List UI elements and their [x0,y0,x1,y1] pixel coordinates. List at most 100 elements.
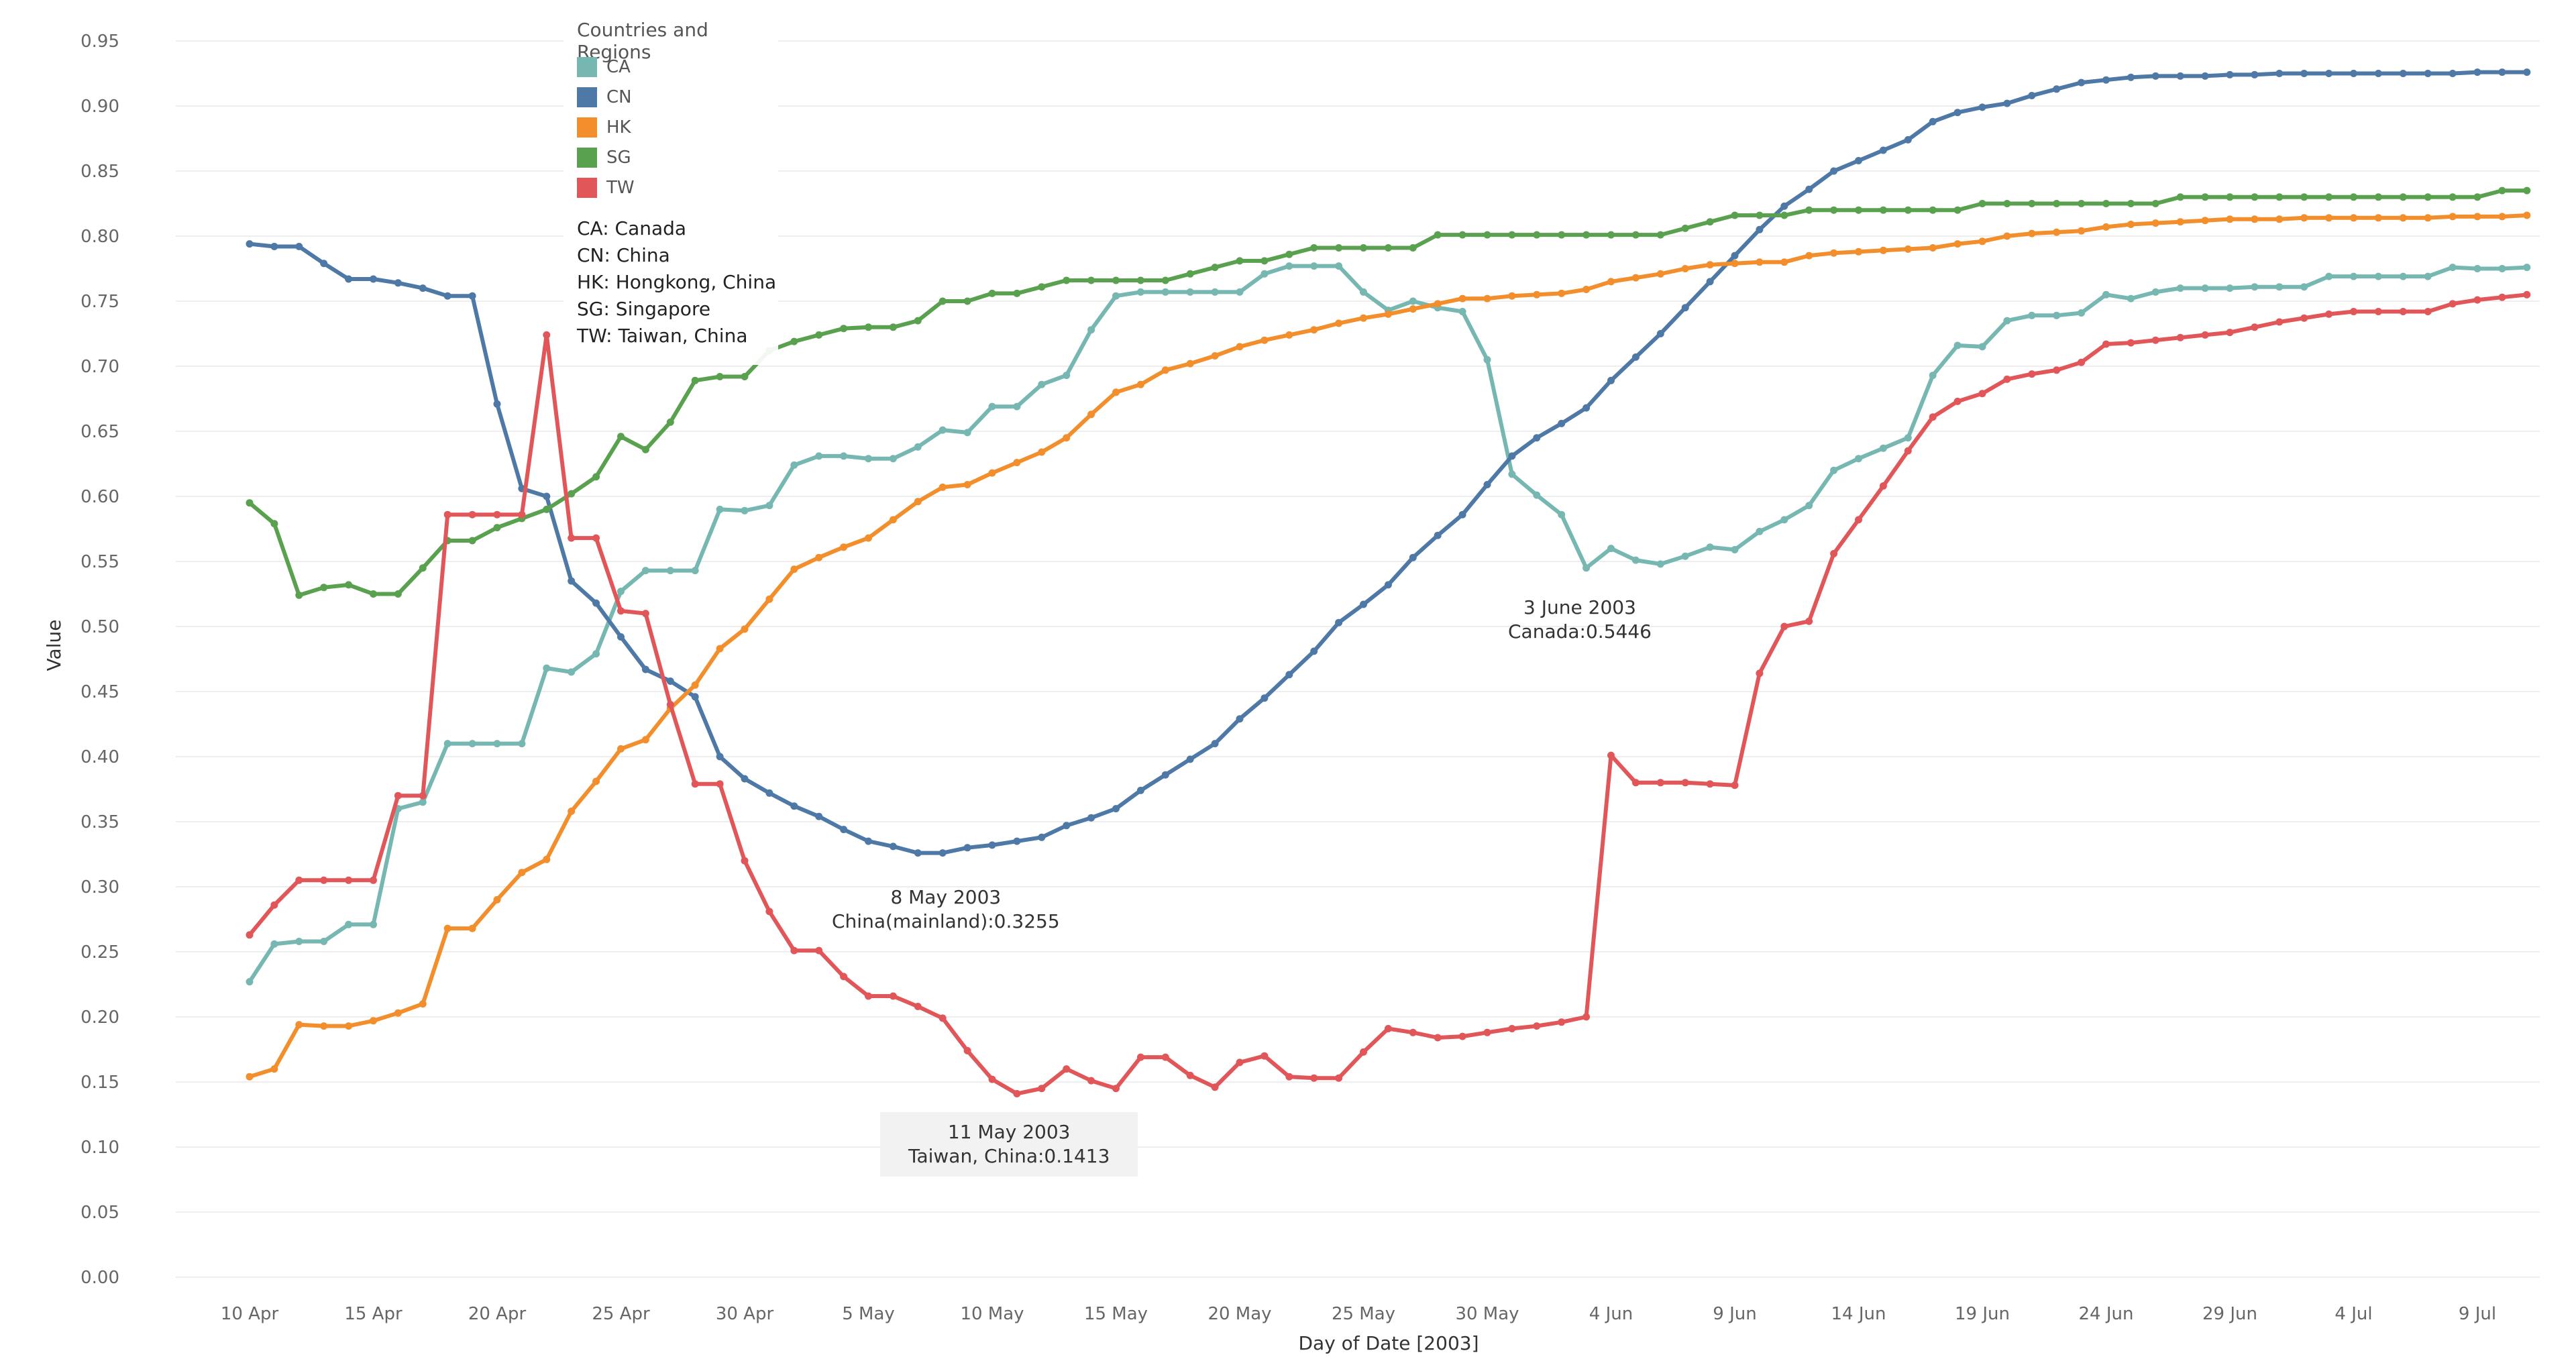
data-point-tw[interactable] [2473,296,2481,304]
data-point-tw[interactable] [493,510,501,519]
data-point-ca[interactable] [865,455,872,463]
data-point-tw[interactable] [617,607,625,615]
data-point-sg[interactable] [641,445,649,453]
data-point-sg[interactable] [840,325,848,333]
data-point-hk[interactable] [1458,294,1466,303]
data-point-ca[interactable] [1805,502,1813,510]
data-point-cn[interactable] [419,284,427,292]
data-point-cn[interactable] [865,837,872,845]
data-point-tw[interactable] [394,792,402,800]
data-point-tw[interactable] [270,901,278,909]
data-point-hk[interactable] [2102,223,2110,231]
data-point-sg[interactable] [1656,231,1664,239]
data-point-sg[interactable] [1211,264,1219,272]
data-point-cn[interactable] [1656,330,1664,337]
data-point-tw[interactable] [295,876,303,884]
data-point-sg[interactable] [295,591,303,599]
data-point-cn[interactable] [1904,135,1912,144]
data-point-tw[interactable] [468,510,476,519]
data-point-hk[interactable] [1756,258,1764,266]
data-point-hk[interactable] [1136,380,1144,388]
data-point-tw[interactable] [2176,333,2184,341]
data-point-cn[interactable] [1756,225,1764,233]
data-point-hk[interactable] [2226,215,2234,223]
data-point-cn[interactable] [2275,70,2284,77]
data-point-sg[interactable] [2498,186,2506,195]
data-point-cn[interactable] [666,677,674,685]
data-point-tw[interactable] [370,876,377,884]
data-point-tw[interactable] [2078,358,2086,366]
data-point-ca[interactable] [270,940,278,948]
data-point-tw[interactable] [345,876,353,884]
data-point-hk[interactable] [1112,388,1120,396]
data-point-ca[interactable] [1236,288,1244,296]
data-point-sg[interactable] [1434,231,1442,239]
data-point-sg[interactable] [2127,200,2135,207]
data-point-tw[interactable] [1335,1074,1343,1082]
legend-item-sg[interactable]: SG [577,146,631,170]
data-point-cn[interactable] [2028,92,2036,99]
data-point-hk[interactable] [468,924,476,932]
data-point-hk[interactable] [568,808,576,815]
data-point-tw[interactable] [1161,1053,1169,1061]
data-point-cn[interactable] [1830,167,1838,175]
data-point-tw[interactable] [1136,1053,1144,1061]
data-point-hk[interactable] [765,595,773,603]
data-point-ca[interactable] [765,502,773,510]
data-point-cn[interactable] [592,599,600,607]
data-point-sg[interactable] [568,490,576,498]
data-point-cn[interactable] [1879,146,1887,154]
data-point-sg[interactable] [1483,231,1491,239]
data-point-cn[interactable] [543,492,551,500]
data-point-sg[interactable] [2053,200,2061,207]
data-point-tw[interactable] [1929,413,1937,421]
data-point-cn[interactable] [2003,99,2011,107]
data-point-sg[interactable] [1063,276,1071,284]
data-point-ca[interactable] [1409,297,1417,305]
data-point-hk[interactable] [2053,228,2061,236]
data-point-tw[interactable] [988,1075,996,1083]
data-point-hk[interactable] [493,895,501,904]
data-point-hk[interactable] [2078,227,2086,235]
data-point-hk[interactable] [1483,294,1491,303]
data-point-cn[interactable] [1558,419,1566,427]
data-point-tw[interactable] [2374,308,2382,315]
data-point-hk[interactable] [641,736,649,744]
data-point-tw[interactable] [419,792,427,800]
data-point-ca[interactable] [815,452,823,460]
data-point-sg[interactable] [1285,250,1293,258]
data-point-ca[interactable] [691,567,699,575]
data-point-hk[interactable] [2325,214,2333,222]
data-point-tw[interactable] [1830,549,1838,557]
data-point-hk[interactable] [2498,213,2506,221]
data-point-hk[interactable] [1533,290,1541,298]
data-point-tw[interactable] [765,908,773,916]
data-point-ca[interactable] [1830,466,1838,474]
data-point-sg[interactable] [716,373,724,380]
data-point-tw[interactable] [2300,314,2308,322]
data-point-cn[interactable] [1434,531,1442,539]
data-point-cn[interactable] [468,292,476,300]
data-point-sg[interactable] [1360,244,1367,252]
data-point-tw[interactable] [1360,1048,1367,1056]
data-point-hk[interactable] [246,1073,254,1081]
data-point-hk[interactable] [2523,211,2531,219]
data-point-hk[interactable] [1236,343,1244,351]
data-point-hk[interactable] [1310,326,1318,334]
data-point-ca[interactable] [617,588,625,596]
data-point-sg[interactable] [1558,231,1566,239]
data-point-hk[interactable] [1360,314,1367,322]
data-point-hk[interactable] [2449,213,2457,221]
data-point-sg[interactable] [2176,193,2184,201]
data-point-ca[interactable] [1038,380,1046,388]
data-point-cn[interactable] [1063,822,1071,830]
data-point-sg[interactable] [2523,186,2531,195]
data-point-ca[interactable] [2102,290,2110,298]
data-point-ca[interactable] [2449,264,2457,272]
data-point-ca[interactable] [914,443,922,451]
data-point-tw[interactable] [2498,293,2506,301]
data-point-tw[interactable] [246,931,254,939]
data-point-hk[interactable] [1855,248,1862,256]
data-point-hk[interactable] [320,1022,328,1030]
data-point-ca[interactable] [493,740,501,748]
